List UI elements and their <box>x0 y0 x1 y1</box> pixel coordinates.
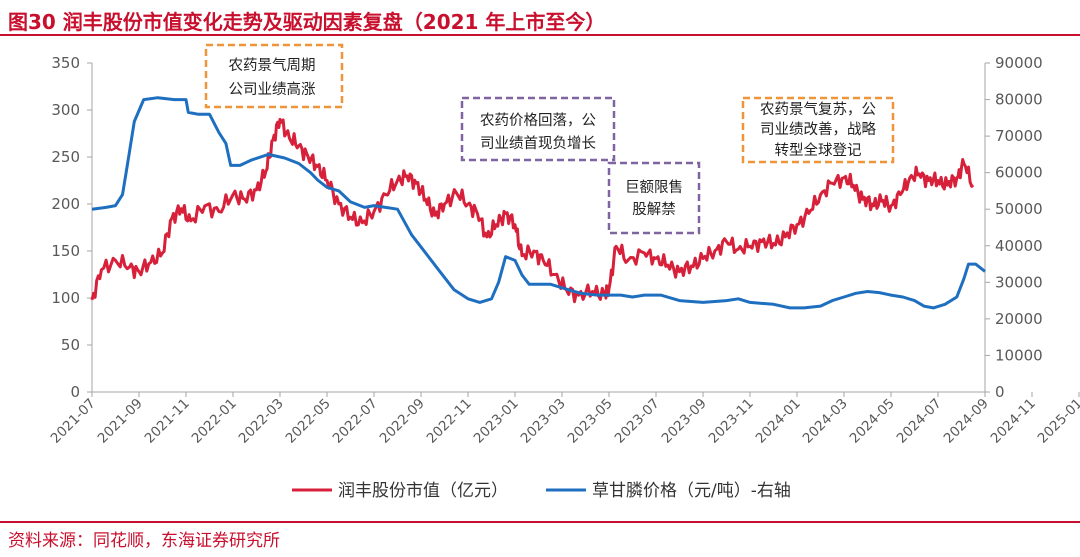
x-tick-label: 2023-03 <box>518 396 569 447</box>
annotation-box-1 <box>204 43 344 109</box>
annotation-text-2: 司业绩首现负增长 <box>480 135 596 152</box>
x-tick-label: 2022-07 <box>330 396 381 447</box>
annotation-text-3: 巨额限售 <box>625 179 683 196</box>
x-tick-label: 2021-07 <box>48 396 99 447</box>
annotation-text-4: 转型全球登记 <box>775 141 862 159</box>
y-right-tick-label: 50000 <box>995 200 1043 218</box>
x-tick-label: 2022-03 <box>236 396 287 447</box>
y-left-tick-label: 250 <box>51 148 80 166</box>
annotation-text-1: 公司业绩高涨 <box>229 81 316 98</box>
y-right-tick-label: 40000 <box>995 237 1043 255</box>
annotation-box-2 <box>460 96 616 162</box>
y-right-tick-label: 10000 <box>995 346 1043 364</box>
y-left-tick-label: 150 <box>51 242 80 260</box>
x-tick-label: 2025-01 <box>1035 396 1080 447</box>
legend-label-glyphosate-price: 草甘膦价格（元/吨）-右轴 <box>592 481 791 501</box>
annotation-text-4: 农药景气复苏，公 <box>760 100 876 118</box>
y-left-tick-label: 0 <box>70 383 80 401</box>
y-right-tick-label: 70000 <box>995 127 1043 145</box>
x-tick-label: 2024-05 <box>847 396 898 447</box>
legend-label-market-cap: 润丰股份市值（亿元） <box>338 481 508 501</box>
footer-rule <box>0 521 1080 523</box>
series-line-market-cap <box>90 117 975 304</box>
y-left-tick-label: 300 <box>51 101 80 119</box>
annotation-box-4 <box>741 96 895 164</box>
y-right-tick-label: 0 <box>995 383 1005 401</box>
x-tick-label: 2023-11 <box>706 396 757 447</box>
x-tick-label: 2021-11 <box>142 396 193 447</box>
source-note: 资料来源：同花顺，东海证券研究所 <box>8 531 280 551</box>
y-left-tick-label: 50 <box>61 336 80 354</box>
annotation-text-4: 司业绩改善，战略 <box>760 121 876 138</box>
x-tick-label: 2021-09 <box>95 396 146 447</box>
x-tick-label: 2022-01 <box>189 396 240 447</box>
y-right-tick-label: 80000 <box>995 91 1043 109</box>
title-rule <box>0 34 1080 36</box>
x-tick-label: 2022-11 <box>424 396 475 447</box>
x-tick-label: 2022-09 <box>377 396 428 447</box>
annotation-box-3 <box>607 161 701 235</box>
y-right-tick-label: 30000 <box>995 273 1043 291</box>
x-tick-label: 2024-07 <box>894 396 945 447</box>
x-tick-label: 2024-01 <box>753 396 804 447</box>
x-tick-label: 2024-03 <box>800 396 851 447</box>
annotation-text-2: 农药价格回落，公 <box>480 112 596 129</box>
annotation-text-3: 股解禁 <box>632 201 676 218</box>
y-left-tick-label: 350 <box>51 54 80 72</box>
x-tick-label: 2023-05 <box>565 396 616 447</box>
x-tick-label: 2023-07 <box>612 396 663 447</box>
series-line-glyphosate-price <box>91 96 986 310</box>
y-right-tick-label: 60000 <box>995 164 1043 182</box>
x-tick-label: 2022-05 <box>283 396 334 447</box>
annotation-text-1: 农药景气周期 <box>229 57 316 74</box>
y-right-tick-label: 90000 <box>995 54 1043 72</box>
x-tick-label: 2023-01 <box>471 396 522 447</box>
chart-title: 图30 润丰股份市值变化走势及驱动因素复盘（2021 年上市至今） <box>8 10 606 34</box>
x-tick-label: 2024-11 <box>988 396 1039 447</box>
y-left-tick-label: 100 <box>51 289 80 307</box>
x-tick-label: 2024-09 <box>941 396 992 447</box>
x-tick-label: 2023-09 <box>659 396 710 447</box>
y-left-tick-label: 200 <box>51 195 80 213</box>
y-right-tick-label: 20000 <box>995 310 1043 328</box>
